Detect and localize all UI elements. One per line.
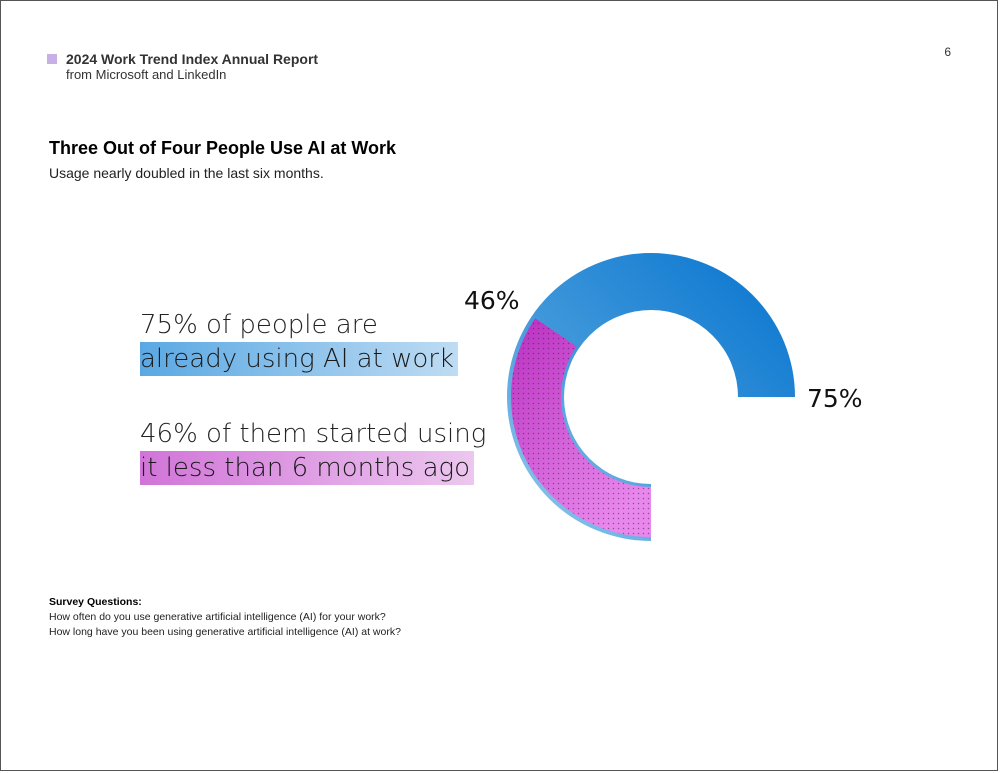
survey-question: How often do you use generative artifici… (49, 611, 386, 623)
stat-highlight: it less than 6 months ago (140, 451, 475, 485)
report-source: from Microsoft and LinkedIn (66, 67, 227, 82)
page-title: Three Out of Four People Use AI at Work (49, 138, 397, 158)
brand-swatch (47, 54, 57, 64)
report-title: 2024 Work Trend Index Annual Report (66, 51, 319, 67)
stat-highlight: already using AI at work (140, 342, 458, 376)
page-subtitle: Usage nearly doubled in the last six mon… (49, 165, 324, 181)
donut-slice-recent-pattern (511, 318, 651, 537)
page-number: 6 (944, 45, 951, 59)
survey-question: How long have you been using generative … (49, 626, 401, 638)
stat-line: 46% of them started using (140, 419, 487, 449)
donut-label-recent: 46% (464, 286, 520, 315)
stat-new-users: 46% of them started using it less than 6… (140, 417, 486, 485)
survey-questions: Survey Questions: How often do you use g… (49, 595, 401, 640)
donut-label-total: 75% (807, 384, 863, 413)
survey-heading: Survey Questions: (49, 596, 142, 608)
stat-ai-usage: 75% of people are already using AI at wo… (140, 308, 458, 376)
donut-chart: 75% 46% (464, 253, 863, 541)
stat-line: 75% of people are (140, 310, 378, 340)
